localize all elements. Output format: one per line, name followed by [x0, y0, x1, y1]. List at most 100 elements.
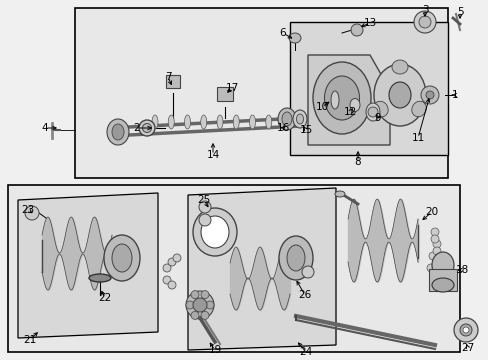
- Ellipse shape: [184, 115, 190, 129]
- Ellipse shape: [296, 114, 303, 124]
- Ellipse shape: [104, 235, 140, 281]
- FancyBboxPatch shape: [165, 75, 180, 88]
- Circle shape: [430, 235, 438, 243]
- Text: 24: 24: [299, 347, 312, 357]
- Text: 8: 8: [354, 157, 361, 167]
- Text: 22: 22: [98, 293, 111, 303]
- Ellipse shape: [217, 115, 223, 129]
- Ellipse shape: [431, 252, 453, 278]
- Bar: [289, 22, 447, 155]
- Ellipse shape: [193, 298, 206, 312]
- Polygon shape: [187, 188, 335, 350]
- Circle shape: [462, 327, 468, 333]
- Circle shape: [428, 252, 436, 260]
- Ellipse shape: [388, 82, 410, 108]
- Circle shape: [163, 276, 171, 284]
- Ellipse shape: [142, 123, 151, 132]
- Text: 25: 25: [197, 195, 210, 205]
- Circle shape: [367, 107, 377, 117]
- Text: 13: 13: [363, 18, 376, 28]
- Ellipse shape: [373, 101, 387, 117]
- FancyBboxPatch shape: [428, 269, 456, 291]
- Text: 9: 9: [374, 113, 381, 123]
- Text: 15: 15: [299, 125, 312, 135]
- Ellipse shape: [365, 103, 379, 121]
- Circle shape: [201, 291, 208, 298]
- Text: 14: 14: [206, 150, 219, 160]
- Polygon shape: [307, 55, 389, 145]
- Ellipse shape: [168, 115, 174, 129]
- Ellipse shape: [139, 120, 155, 136]
- Ellipse shape: [349, 99, 359, 112]
- Ellipse shape: [249, 115, 255, 129]
- Ellipse shape: [391, 60, 407, 74]
- Text: 19: 19: [208, 345, 221, 355]
- Text: 27: 27: [461, 343, 474, 353]
- Ellipse shape: [279, 236, 312, 280]
- Ellipse shape: [185, 291, 214, 319]
- Circle shape: [168, 258, 176, 266]
- Text: 17: 17: [225, 83, 238, 93]
- Ellipse shape: [265, 115, 271, 129]
- Polygon shape: [18, 193, 158, 338]
- Ellipse shape: [431, 278, 453, 292]
- Bar: [8, 185, 459, 352]
- Text: 12: 12: [343, 107, 356, 117]
- Text: 18: 18: [454, 265, 468, 275]
- Circle shape: [168, 281, 176, 289]
- Circle shape: [413, 11, 435, 33]
- Text: 26: 26: [298, 290, 311, 300]
- Text: 16: 16: [276, 123, 289, 133]
- Ellipse shape: [201, 115, 206, 129]
- Ellipse shape: [112, 124, 124, 140]
- Ellipse shape: [292, 110, 306, 128]
- Circle shape: [453, 318, 477, 342]
- FancyBboxPatch shape: [217, 87, 232, 101]
- Text: 23: 23: [21, 205, 35, 215]
- Text: 3: 3: [421, 5, 427, 15]
- Ellipse shape: [286, 245, 305, 271]
- Ellipse shape: [201, 216, 228, 248]
- Circle shape: [185, 301, 194, 309]
- Circle shape: [163, 264, 171, 272]
- Circle shape: [205, 301, 214, 309]
- Bar: [75, 8, 447, 178]
- Circle shape: [302, 266, 313, 278]
- Ellipse shape: [107, 119, 129, 145]
- Ellipse shape: [282, 112, 291, 126]
- Ellipse shape: [152, 115, 158, 129]
- Circle shape: [25, 206, 39, 220]
- Ellipse shape: [324, 76, 359, 120]
- Text: 21: 21: [23, 335, 37, 345]
- Text: 4: 4: [41, 123, 48, 133]
- Text: 6: 6: [279, 28, 286, 38]
- Circle shape: [173, 254, 181, 262]
- Circle shape: [425, 91, 433, 99]
- Text: 1: 1: [451, 90, 457, 100]
- Circle shape: [420, 86, 438, 104]
- Text: 2: 2: [133, 123, 140, 133]
- Text: 5: 5: [456, 7, 462, 17]
- Circle shape: [191, 311, 199, 319]
- Ellipse shape: [334, 191, 345, 197]
- Text: 10: 10: [315, 102, 328, 112]
- Circle shape: [426, 264, 434, 272]
- Circle shape: [430, 228, 438, 236]
- Text: 11: 11: [410, 133, 424, 143]
- Text: 7: 7: [164, 72, 171, 82]
- Ellipse shape: [278, 108, 295, 130]
- Circle shape: [199, 201, 210, 213]
- Ellipse shape: [411, 101, 426, 117]
- Circle shape: [199, 214, 210, 226]
- Ellipse shape: [193, 208, 237, 256]
- Ellipse shape: [288, 33, 301, 43]
- Circle shape: [350, 24, 362, 36]
- Circle shape: [418, 16, 430, 28]
- Ellipse shape: [89, 274, 111, 282]
- Text: 20: 20: [425, 207, 438, 217]
- Circle shape: [459, 324, 471, 336]
- Circle shape: [432, 247, 440, 255]
- Ellipse shape: [112, 244, 132, 272]
- Ellipse shape: [373, 64, 425, 126]
- Circle shape: [201, 311, 208, 319]
